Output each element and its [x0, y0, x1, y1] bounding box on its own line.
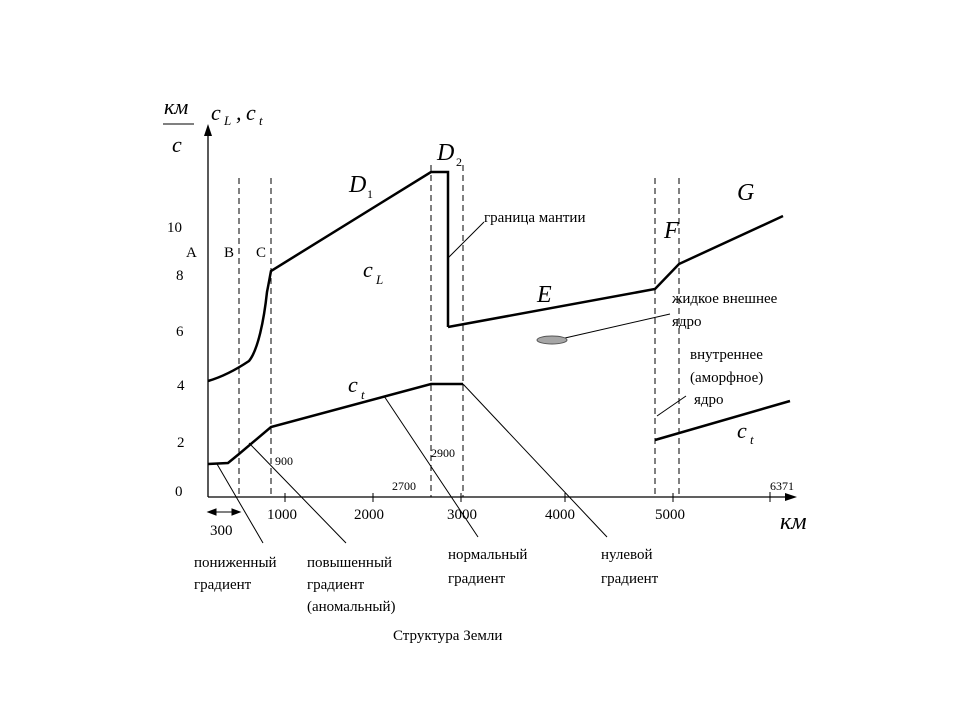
gradient-zero-label-1: нулевой — [601, 547, 653, 563]
outer-core-label-2: ядро — [672, 314, 702, 330]
gradient-raised-label-2: градиент — [307, 577, 365, 593]
x-unit-label: км — [780, 509, 807, 535]
gradient-lowered-label-1: пониженный — [194, 555, 277, 571]
gradient-normal-label-1: нормальный — [448, 547, 527, 563]
curve-cl-subscript: L — [375, 272, 383, 287]
zone-c-label: C — [256, 245, 266, 261]
y-unit-numerator: км — [164, 94, 188, 119]
gradient-raised-label-1: повышенный — [307, 555, 392, 571]
boundary-lines — [238, 165, 680, 497]
region-g-label: G — [737, 180, 754, 206]
leader-lines — [216, 221, 687, 544]
gradient-normal-label-2: градиент — [448, 571, 506, 587]
y-unit-denominator: с — [172, 132, 182, 157]
x-tick-1000: 1000 — [267, 507, 297, 523]
region-d2-label: D — [436, 140, 454, 166]
x-tick-5000: 5000 — [655, 507, 685, 523]
x-axis-ticks — [284, 492, 771, 502]
y-tick-10: 10 — [167, 220, 182, 236]
leader-raised — [248, 442, 347, 544]
y-tick-4: 4 — [177, 378, 185, 394]
x-tick-3000: 3000 — [447, 507, 477, 523]
mark-6371: 6371 — [770, 479, 794, 493]
inner-core-label-1: внутреннее — [690, 347, 763, 363]
ct-mantle-curve — [207, 382, 463, 466]
curve-ct-mantle-subscript: t — [361, 387, 365, 402]
inner-core-label-2: (аморфное) — [690, 370, 763, 386]
region-d1-subscript: 1 — [367, 187, 373, 201]
leader-outer-core — [564, 313, 671, 339]
leader-normal — [383, 395, 479, 538]
ct-inner-core-curve — [654, 399, 791, 442]
mantle-boundary-label: граница мантии — [484, 210, 585, 226]
y-title-sub-t: t — [259, 113, 263, 128]
cL-outer-core-curve — [447, 214, 784, 329]
inner-core-label-3: ядро — [694, 392, 724, 408]
leader-lowered — [216, 463, 264, 544]
curve-ct-mantle-label: c — [348, 372, 358, 397]
leader-mantle — [447, 221, 485, 259]
x-tick-2000: 2000 — [354, 507, 384, 523]
zone-a-label: A — [186, 245, 197, 261]
outer-core-marker — [536, 335, 568, 345]
mark-900: 900 — [275, 454, 293, 468]
y-tick-6: 6 — [176, 324, 184, 340]
y-tick-0: 0 — [175, 484, 183, 500]
region-e-label: E — [536, 282, 552, 308]
diagram-caption: Структура Земли — [393, 628, 502, 644]
curve-ct-core-label: c — [737, 418, 747, 443]
span-300-arrow — [206, 508, 242, 516]
outer-core-label-1: жидкое внешнее — [671, 291, 778, 307]
zone-b-label: B — [224, 245, 234, 261]
y-tick-8: 8 — [176, 268, 184, 284]
region-d2-subscript: 2 — [456, 155, 462, 169]
y-tick-2: 2 — [177, 435, 185, 451]
curve-ct-core-subscript: t — [750, 432, 754, 447]
region-f-label: F — [663, 218, 679, 244]
mark-2700: 2700 — [392, 479, 416, 493]
leader-inner-core — [656, 395, 687, 417]
x-tick-4000: 4000 — [545, 507, 575, 523]
gradient-raised-label-3: (аномальный) — [307, 599, 396, 615]
y-title-comma: , — [236, 100, 242, 125]
y-title-sub-l: L — [223, 113, 231, 128]
mark-300: 300 — [210, 523, 233, 539]
y-title-c-t: c — [246, 100, 256, 125]
mark-2900: 2900 — [431, 446, 455, 460]
gradient-zero-label-2: градиент — [601, 571, 659, 587]
cL-mantle-curve — [207, 170, 450, 383]
x-axis-arrow — [785, 493, 797, 501]
curve-cl-label: c — [363, 257, 373, 282]
region-d1-label: D — [348, 172, 366, 198]
leader-zero — [462, 383, 608, 538]
y-axis-arrow — [204, 124, 212, 136]
gradient-lowered-label-2: градиент — [194, 577, 252, 593]
y-title-c-l: c — [211, 100, 221, 125]
